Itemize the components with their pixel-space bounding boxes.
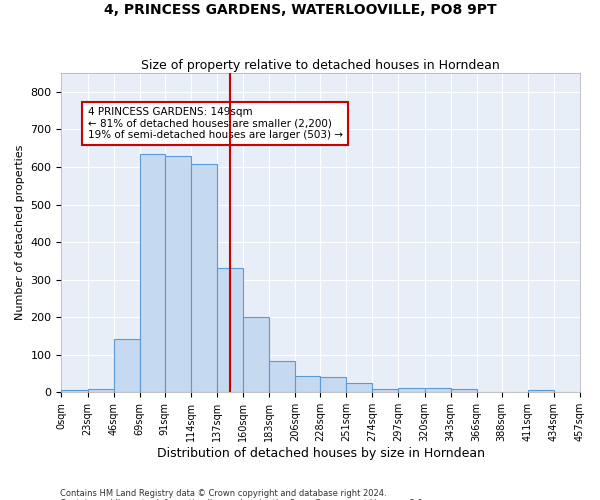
Text: 4, PRINCESS GARDENS, WATERLOOVILLE, PO8 9PT: 4, PRINCESS GARDENS, WATERLOOVILLE, PO8 … — [104, 2, 496, 16]
Bar — [164, 156, 191, 392]
Bar — [191, 164, 217, 392]
Bar — [451, 388, 477, 392]
Bar — [425, 388, 451, 392]
Bar — [243, 317, 269, 392]
Bar — [528, 390, 554, 392]
Bar — [269, 361, 295, 392]
Bar — [295, 376, 320, 392]
Text: Contains HM Land Registry data © Crown copyright and database right 2024.: Contains HM Land Registry data © Crown c… — [60, 488, 386, 498]
Bar — [373, 388, 398, 392]
Y-axis label: Number of detached properties: Number of detached properties — [15, 145, 25, 320]
Bar — [398, 388, 425, 392]
Title: Size of property relative to detached houses in Horndean: Size of property relative to detached ho… — [142, 59, 500, 72]
Bar — [61, 390, 88, 392]
Text: Contains public sector information licensed under the Open Government Licence v3: Contains public sector information licen… — [60, 498, 425, 500]
Bar — [217, 268, 243, 392]
Bar — [140, 154, 164, 392]
X-axis label: Distribution of detached houses by size in Horndean: Distribution of detached houses by size … — [157, 447, 485, 460]
Bar — [320, 378, 346, 392]
Bar — [113, 338, 140, 392]
Text: 4 PRINCESS GARDENS: 149sqm
← 81% of detached houses are smaller (2,200)
19% of s: 4 PRINCESS GARDENS: 149sqm ← 81% of deta… — [88, 107, 343, 140]
Bar — [346, 383, 373, 392]
Bar — [88, 388, 113, 392]
